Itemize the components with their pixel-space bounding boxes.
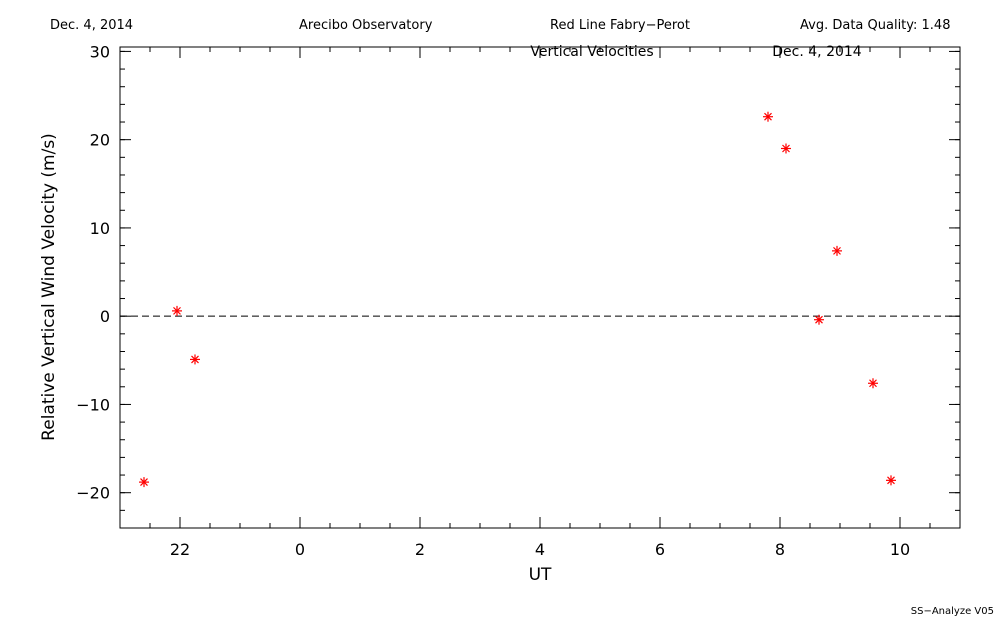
y-tick-label: −20 [76,484,110,503]
data-point [781,143,791,154]
y-tick-label: 30 [90,42,110,61]
data-point [190,354,200,365]
x-tick-label: 6 [655,540,665,559]
x-tick-label: 0 [295,540,305,559]
software-version: SS−Analyze V05 [910,606,994,617]
y-axis-label: Relative Vertical Wind Velocity (m/s) [39,133,59,441]
x-tick-label: 8 [775,540,785,559]
data-point [172,305,182,316]
y-tick-label: 20 [90,131,110,150]
data-point [814,314,824,325]
data-point [886,475,896,486]
chart-title: Vertical Velocities [530,44,653,60]
plot-frame [119,46,961,529]
x-tick-label: 2 [415,540,425,559]
header-data-quality: Avg. Data Quality: 1.48 [800,18,951,33]
data-point [868,378,878,389]
header-observatory: Arecibo Observatory [299,18,433,33]
data-point [763,111,773,122]
axis-tick-labels: 22 0 2 4 6 8 10 −20 −10 0 10 20 30 [76,42,910,559]
data-point [832,245,842,256]
x-tick-label: 10 [890,540,910,559]
header-instrument: Red Line Fabry−Perot [550,18,690,33]
y-tick-label: 10 [90,219,110,238]
data-points [139,111,896,488]
data-point [139,477,149,488]
x-axis-label: UT [529,565,552,585]
y-tick-label: −10 [76,395,110,414]
chart-subtitle: Dec. 4, 2014 [772,44,862,60]
x-tick-label: 4 [535,540,545,559]
x-tick-label: 22 [170,540,190,559]
axis-ticks [119,47,961,529]
y-tick-label: 0 [100,307,110,326]
header-date: Dec. 4, 2014 [50,18,134,33]
